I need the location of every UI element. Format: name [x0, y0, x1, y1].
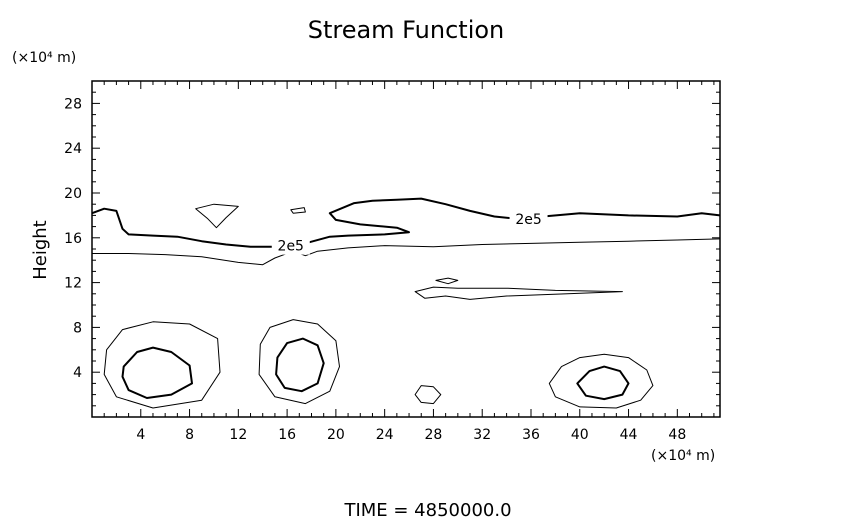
- contour-line-5: [435, 277, 459, 285]
- x-tick-label: 36: [522, 427, 540, 443]
- x-tick-label: 44: [620, 427, 638, 443]
- contour-line-7: [121, 346, 193, 399]
- contour-label: 2e5: [278, 239, 304, 255]
- y-tick-label: 8: [73, 320, 82, 336]
- x-tick-label: 28: [425, 427, 443, 443]
- x-tick-label: 24: [376, 427, 394, 443]
- x-unit-label: (×10⁴ m): [651, 448, 715, 464]
- x-tick-label: 20: [327, 427, 345, 443]
- y-tick-label: 4: [73, 365, 82, 381]
- contour-line-2: [195, 203, 239, 229]
- y-unit-label: (×10⁴ m): [12, 50, 76, 66]
- y-tick-label: 28: [64, 96, 82, 112]
- x-tick-label: 8: [185, 427, 194, 443]
- contour-layer: 2e5 2e5: [91, 197, 721, 409]
- y-tick-label: 20: [64, 186, 82, 202]
- contour-label-bg: [271, 236, 310, 255]
- x-tick-label: 12: [229, 427, 247, 443]
- chart-title: Stream Function: [308, 16, 505, 44]
- contour-line-10: [414, 385, 442, 405]
- x-tick-label: 16: [278, 427, 296, 443]
- x-tick-label: 40: [571, 427, 589, 443]
- x-tick-label: 32: [473, 427, 491, 443]
- y-axis-label: Height: [30, 220, 51, 280]
- time-footer: TIME = 4850000.0: [343, 500, 511, 519]
- y-tick-label: 12: [64, 276, 82, 292]
- contour-line-3: [290, 207, 306, 214]
- contour-line-1: [92, 238, 721, 266]
- y-tick-label: 24: [64, 141, 82, 157]
- contour-line-12: [576, 365, 630, 401]
- y-tick-label: 16: [64, 231, 82, 247]
- contour-line-6: [103, 321, 221, 409]
- contour-label: 2e5: [515, 212, 541, 228]
- contour-line-4: [414, 286, 623, 300]
- x-tick-label: 4: [136, 427, 145, 443]
- contour-label-bg: [509, 209, 548, 228]
- contour-line-9: [275, 337, 325, 393]
- plot-frame: [91, 80, 721, 418]
- x-tick-label: 48: [668, 427, 686, 443]
- contour-line-0: [91, 197, 721, 248]
- contour-line-8: [258, 319, 340, 405]
- contour-line-11: [548, 353, 654, 409]
